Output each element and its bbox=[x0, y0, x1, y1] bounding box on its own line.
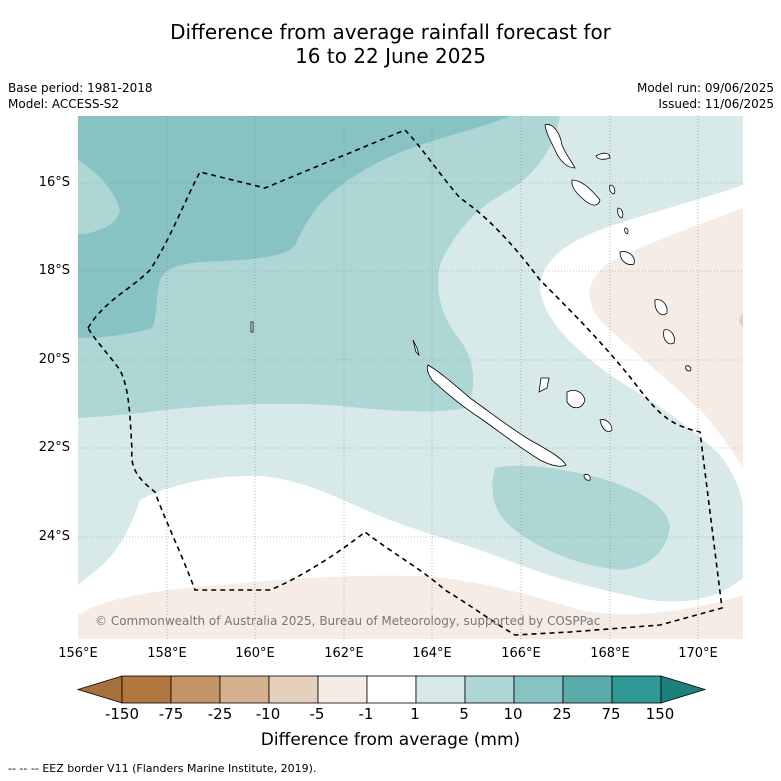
colorbar-swatch bbox=[464, 675, 515, 704]
colorbar-tick: -5 bbox=[309, 705, 325, 723]
lon-label-168e: 168°E bbox=[590, 646, 630, 661]
map-title-line1: Difference from average rainfall forecas… bbox=[170, 20, 611, 44]
new-caledonia-island bbox=[426, 364, 567, 467]
colorbar-tick: 5 bbox=[459, 705, 469, 723]
lat-label-16s: 16°S bbox=[38, 175, 70, 190]
walpole-island bbox=[685, 365, 692, 372]
colorbar-swatch bbox=[170, 675, 221, 704]
map-contours bbox=[78, 116, 743, 639]
lon-label-160e: 160°E bbox=[235, 646, 275, 661]
model-run: Model run: 09/06/2025 bbox=[636, 81, 774, 95]
eez-legend-note: -- -- -- EEZ border V11 (Flanders Marine… bbox=[8, 762, 316, 775]
colorbar-swatch bbox=[366, 675, 417, 704]
lifou-island bbox=[566, 390, 586, 409]
malakula-island bbox=[571, 179, 601, 206]
erromango-island bbox=[619, 251, 635, 265]
colorbar bbox=[76, 675, 707, 704]
ambrym-island bbox=[609, 184, 616, 195]
lat-label-22s: 22°S bbox=[38, 440, 70, 455]
colorbar-tick: -10 bbox=[255, 705, 281, 723]
lon-label-156e: 156°E bbox=[58, 646, 98, 661]
colorbar-swatch bbox=[317, 675, 368, 704]
colorbar-title: Difference from average (mm) bbox=[260, 730, 521, 750]
copyright-notice: © Commonwealth of Australia 2025, Bureau… bbox=[95, 614, 601, 628]
colorbar-swatch bbox=[562, 675, 613, 704]
contour-10-to-25 bbox=[78, 116, 510, 338]
colorbar-swatch bbox=[268, 675, 319, 704]
tanna-island bbox=[654, 299, 668, 316]
isle-of-pines bbox=[583, 473, 591, 481]
colorbar-swatch bbox=[611, 675, 662, 704]
lat-label-18s: 18°S bbox=[38, 263, 70, 278]
colorbar-tick: 1 bbox=[410, 705, 420, 723]
lat-label-24s: 24°S bbox=[38, 529, 70, 544]
maewo-island bbox=[595, 152, 611, 160]
issued-date: Issued: 11/06/2025 bbox=[658, 97, 774, 111]
ouvea-island bbox=[538, 377, 550, 393]
colorbar-tick: 10 bbox=[503, 705, 523, 723]
colorbar-tick: -150 bbox=[104, 705, 140, 723]
aneityum-island bbox=[663, 329, 675, 345]
contour-5-to-10-southeast bbox=[492, 465, 670, 570]
colorbar-swatch bbox=[415, 675, 466, 704]
chesterfield-reef bbox=[250, 321, 254, 333]
mare-island bbox=[599, 419, 613, 432]
base-period: Base period: 1981-2018 bbox=[8, 81, 153, 95]
colorbar-swatch bbox=[219, 675, 270, 704]
lon-label-162e: 162°E bbox=[324, 646, 364, 661]
contour-5-to-10-west bbox=[78, 160, 120, 234]
eez-legend-text: EEZ border V11 (Flanders Marine Institut… bbox=[42, 762, 317, 775]
eez-legend-symbol: -- -- -- bbox=[8, 762, 39, 775]
colorbar-extend-low bbox=[76, 675, 123, 704]
colorbar-tick: -1 bbox=[358, 705, 374, 723]
lon-label-166e: 166°E bbox=[501, 646, 541, 661]
gridlines bbox=[78, 116, 743, 639]
espiritu-santo bbox=[544, 124, 576, 169]
lon-label-158e: 158°E bbox=[147, 646, 187, 661]
colorbar-swatch bbox=[121, 675, 172, 704]
belep-islands bbox=[412, 339, 420, 357]
contour-dry-east-edge bbox=[739, 313, 743, 328]
colorbar-tick: 75 bbox=[601, 705, 621, 723]
eez-border bbox=[87, 129, 723, 636]
colorbar-tick: -25 bbox=[207, 705, 233, 723]
colorbar-tick: 25 bbox=[552, 705, 572, 723]
colorbar-extend-high bbox=[660, 675, 707, 704]
map-title-line2: 16 to 22 June 2025 bbox=[295, 44, 486, 68]
islands bbox=[250, 124, 692, 481]
efate-island bbox=[624, 227, 629, 235]
lon-label-164e: 164°E bbox=[412, 646, 452, 661]
model-name: Model: ACCESS-S2 bbox=[8, 97, 120, 111]
contour-dry-south bbox=[78, 575, 743, 639]
lat-label-20s: 20°S bbox=[38, 352, 70, 367]
colorbar-tick: 150 bbox=[645, 705, 675, 723]
colorbar-tick: -75 bbox=[158, 705, 184, 723]
epi-island bbox=[617, 207, 624, 219]
colorbar-swatch bbox=[513, 675, 564, 704]
lon-label-170e: 170°E bbox=[678, 646, 718, 661]
